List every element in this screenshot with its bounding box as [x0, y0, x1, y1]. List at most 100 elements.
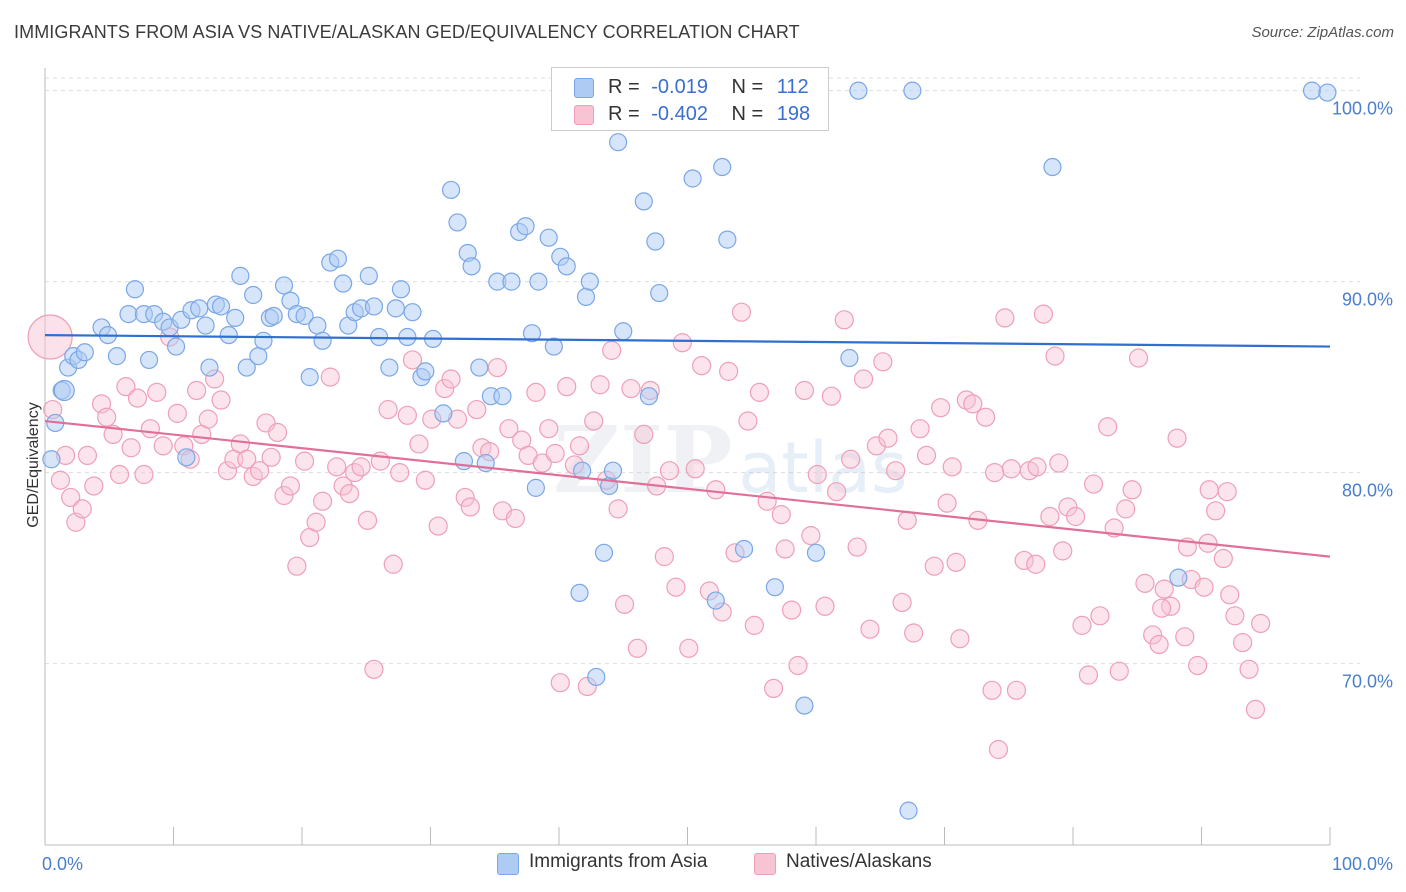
asia-point — [226, 308, 245, 328]
natives-point — [147, 382, 167, 402]
asia-point-large — [53, 379, 75, 402]
natives-point — [886, 461, 906, 481]
natives-point — [1014, 550, 1034, 571]
asia-point — [334, 274, 353, 293]
natives-point — [892, 592, 912, 613]
natives-point — [327, 457, 347, 477]
natives-point — [187, 380, 207, 401]
natives-point — [61, 487, 81, 508]
asia-point — [570, 583, 589, 603]
natives-point — [1149, 634, 1169, 655]
series-asia-points — [42, 81, 1337, 820]
natives-point — [237, 449, 257, 469]
natives-point — [685, 459, 705, 479]
natives-point — [569, 436, 590, 456]
asia-point — [125, 280, 145, 299]
natives-point — [584, 411, 604, 431]
natives-point — [1217, 482, 1237, 502]
natives-point — [1143, 625, 1163, 645]
natives-point — [627, 638, 647, 658]
legend-r-value: -0.019 — [651, 76, 708, 98]
natives-point — [134, 464, 154, 485]
asia-point — [107, 347, 127, 366]
asia-point — [42, 450, 61, 469]
natives-point — [1072, 615, 1092, 635]
natives-point — [274, 485, 294, 506]
asia-point — [718, 230, 737, 249]
asia-point — [454, 452, 474, 471]
natives-point — [1251, 613, 1271, 634]
natives-point — [749, 382, 770, 402]
natives-point — [1154, 579, 1174, 599]
natives-point — [1206, 501, 1226, 521]
asia-point — [634, 192, 653, 211]
natives-point — [390, 462, 410, 483]
asia-point — [416, 362, 435, 381]
asia-point — [1318, 83, 1337, 102]
natives-point — [460, 497, 480, 517]
natives-point — [706, 480, 726, 500]
asia-trend-line — [44, 333, 1331, 348]
x-tick-label: 0.0% — [42, 854, 83, 874]
natives-point — [659, 461, 680, 481]
series-natives-points — [27, 302, 1271, 760]
natives-point — [910, 419, 930, 439]
natives-point — [924, 556, 944, 576]
natives-point — [916, 445, 937, 466]
natives-point — [1167, 428, 1187, 448]
asia-point — [75, 343, 94, 362]
asia-point — [639, 387, 659, 406]
asia-point — [557, 257, 576, 276]
asia-point — [380, 358, 399, 377]
asia-point — [434, 404, 453, 423]
asia-point — [539, 228, 558, 247]
chart-title: IMMIGRANTS FROM ASIA VS NATIVE/ALASKAN G… — [14, 22, 800, 42]
asia-point — [576, 287, 596, 306]
natives-point — [441, 369, 461, 389]
natives-point — [402, 350, 423, 370]
asia-point — [522, 324, 542, 343]
asia-point — [516, 217, 535, 236]
natives-point — [801, 526, 821, 546]
asia-point — [364, 297, 384, 316]
natives-point — [121, 438, 141, 458]
natives-point — [1188, 655, 1208, 676]
natives-point — [1065, 506, 1086, 527]
natives-point — [602, 340, 622, 360]
asia-point — [295, 306, 314, 326]
legend-r-value: -0.402 — [651, 103, 708, 125]
natives-point — [103, 424, 123, 445]
natives-point — [409, 434, 429, 454]
natives-point — [982, 680, 1002, 700]
legend-n-label: N = — [731, 76, 764, 98]
natives-point — [1213, 548, 1233, 569]
natives-point — [731, 302, 752, 322]
natives-point — [467, 399, 487, 420]
legend-r-label: R = — [608, 103, 640, 125]
natives-point — [679, 638, 699, 658]
natives-point — [744, 615, 764, 635]
asia-point — [119, 304, 138, 324]
natives-point — [167, 403, 187, 423]
asia-point — [734, 539, 754, 559]
asia-point — [1169, 568, 1188, 587]
natives-point — [72, 499, 92, 519]
natives-point — [771, 505, 791, 525]
natives-point — [505, 508, 525, 529]
natives-point — [1083, 474, 1104, 494]
natives-point — [339, 484, 360, 504]
natives-point — [532, 453, 552, 473]
natives-point — [383, 554, 403, 574]
asia-point — [328, 249, 348, 268]
y-tick-label: 70.0% — [1342, 672, 1393, 692]
natives-point — [455, 487, 475, 508]
asia-point — [849, 81, 868, 100]
natives-point — [781, 600, 802, 620]
natives-point — [217, 461, 238, 481]
natives-point — [397, 405, 417, 425]
natives-point — [487, 357, 507, 378]
natives-point — [1058, 497, 1078, 517]
natives-point — [320, 367, 340, 387]
natives-point — [357, 510, 378, 530]
asia-point — [614, 322, 633, 341]
